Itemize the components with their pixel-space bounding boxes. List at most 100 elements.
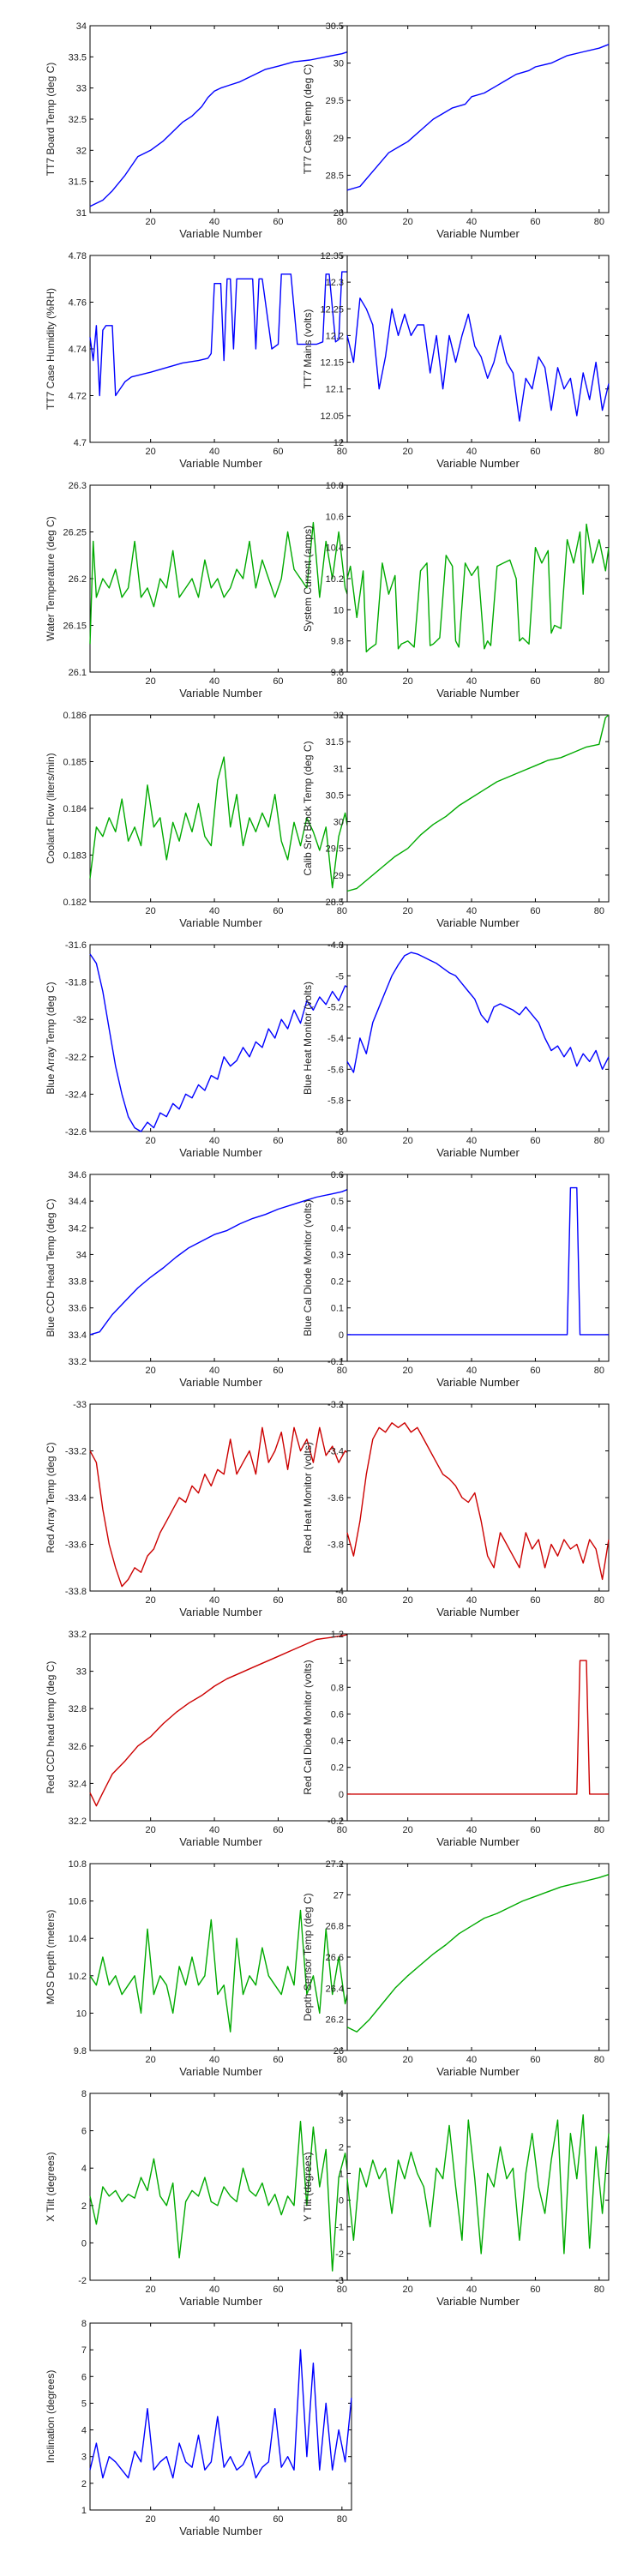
x-tick-label: 80 (594, 1366, 604, 1376)
x-tick-label: 60 (273, 906, 283, 916)
plot-frame (89, 1863, 352, 2051)
plot-frame (89, 714, 352, 903)
y-tick-label: 0.6 (331, 1170, 344, 1180)
x-tick-label: 20 (146, 906, 156, 916)
y-tick-label: 4 (81, 2164, 87, 2174)
subplot-3: 4.7 4.72 4.74 4.76 4.78 20 40 60 80 Variable Numb… (45, 251, 352, 470)
series-line (89, 50, 352, 207)
y-tick-label: 31.5 (69, 177, 87, 188)
y-tick-label: -0.1 (328, 1357, 344, 1367)
y-tick-label: 0.5 (331, 1197, 344, 1207)
x-tick-label: 80 (337, 447, 347, 457)
y-tick-label: 5 (81, 2399, 87, 2409)
y-tick-label: -32 (73, 1015, 87, 1025)
x-tick-label: 40 (209, 2055, 219, 2065)
y-tick-label: 26.6 (326, 1953, 344, 1963)
y-tick-label: 4.74 (69, 345, 87, 355)
subplot-8: 28.5 29 29.5 30 30.5 31 31.5 32 20 40 60 80 Variable… (302, 711, 610, 929)
y-tick-label: 34 (76, 1250, 87, 1260)
y-tick-label: 0 (81, 2238, 87, 2249)
y-tick-label: 10 (76, 2009, 87, 2019)
series-line (89, 1426, 352, 1588)
y-tick-label: 10.8 (69, 1859, 87, 1870)
x-tick-label: 20 (146, 676, 156, 687)
y-tick-label: 12.05 (320, 411, 344, 422)
y-tick-label: 28.5 (326, 898, 344, 908)
y-tick-label: 30.5 (326, 790, 344, 801)
y-axis-label: System Current (amps) (302, 525, 314, 632)
series-line (89, 1633, 352, 1807)
x-tick-label: 40 (209, 447, 219, 457)
x-tick-label: 40 (466, 906, 477, 916)
y-tick-label: -31.8 (65, 978, 87, 988)
y-tick-label: 8 (81, 2089, 87, 2099)
plot-frame (89, 2322, 352, 2511)
x-tick-label: 60 (530, 1136, 540, 1146)
plot-frame (89, 944, 352, 1132)
plot-frame (346, 1403, 610, 1592)
y-tick-label: 4.76 (69, 298, 87, 309)
x-tick-label: 40 (209, 1825, 219, 1835)
x-tick-label: 20 (403, 1366, 413, 1376)
y-axis-label: Water Temperature (deg C) (45, 516, 57, 640)
x-axis-label: Variable Number (179, 1835, 262, 1848)
x-tick-label: 80 (594, 1136, 604, 1146)
y-axis-label: Blue Heat Monitor (volts) (302, 982, 314, 1095)
y-tick-label: 26.2 (326, 2015, 344, 2026)
y-tick-label: 26 (334, 2046, 344, 2057)
y-tick-label: 32.2 (69, 1816, 87, 1827)
y-tick-label: -33.8 (65, 1587, 87, 1597)
y-tick-label: 0.186 (63, 711, 87, 721)
x-tick-label: 80 (337, 1825, 347, 1835)
plot-frame (346, 714, 610, 903)
plot-frame (89, 1403, 352, 1592)
y-tick-label: 12 (334, 438, 344, 448)
y-tick-label: 12.3 (326, 278, 344, 288)
y-tick-label: 12.15 (320, 358, 344, 369)
y-tick-label: 12.1 (326, 385, 344, 395)
y-tick-label: 33 (76, 1667, 87, 1678)
series-line (347, 1660, 609, 1795)
x-tick-label: 80 (594, 2285, 604, 2295)
y-tick-label: 1 (339, 2169, 344, 2179)
subplot-10: -6 -5.8 -5.6 -5.4 -5.2 -5 -4.8 20 40 60 80 Variable… (302, 940, 610, 1159)
y-tick-label: 6 (81, 2127, 87, 2137)
y-axis-label: Blue Cal Diode Monitor (volts) (302, 1199, 314, 1336)
x-tick-label: 40 (466, 1366, 477, 1376)
y-tick-label: 0.184 (63, 804, 87, 814)
y-tick-label: 12.2 (326, 331, 344, 341)
x-axis-label: Variable Number (436, 457, 520, 470)
subplot-15: 32.2 32.4 32.6 32.8 33 33.2 20 40 60 80 Variable N… (45, 1630, 352, 1848)
y-tick-label: 0.1 (331, 1304, 344, 1314)
x-tick-label: 60 (273, 1366, 283, 1376)
y-tick-label: 30 (334, 818, 344, 828)
y-axis-label: TT7 Case Humidity (%RH) (45, 288, 57, 410)
y-tick-label: 26.4 (326, 1984, 344, 1994)
subplot-5: 26.1 26.15 26.2 26.25 26.3 20 40 60 80 Variable N… (45, 481, 352, 700)
y-tick-label: 29.5 (326, 96, 344, 106)
x-tick-label: 20 (146, 217, 156, 227)
y-tick-label: 3 (339, 2116, 344, 2126)
y-tick-label: 0.4 (331, 1223, 344, 1234)
x-tick-label: 20 (146, 2514, 156, 2525)
x-tick-label: 80 (337, 2285, 347, 2295)
y-tick-label: 0.183 (63, 851, 87, 862)
y-tick-label: 0.2 (331, 1763, 344, 1774)
x-tick-label: 20 (403, 2055, 413, 2065)
x-tick-label: 60 (273, 1825, 283, 1835)
y-tick-label: -33.6 (65, 1540, 87, 1551)
y-tick-label: 31.5 (326, 737, 344, 748)
y-tick-label: 0.8 (331, 1683, 344, 1693)
y-tick-label: 8 (81, 2319, 87, 2329)
y-tick-label: -33.2 (65, 1447, 87, 1457)
y-tick-label: 26.15 (63, 621, 87, 632)
x-tick-label: 60 (273, 2285, 283, 2295)
y-tick-label: 0 (339, 1790, 344, 1800)
y-tick-label: 4.7 (74, 438, 87, 448)
y-tick-label: -2 (78, 2276, 87, 2286)
subplot-6: 9.6 9.8 10 10.2 10.4 10.6 10.8 20 40 60 80 Variable… (302, 481, 610, 700)
subplot-7: 0.182 0.183 0.184 0.185 0.186 20 40 60 80 Variabl… (45, 711, 352, 929)
y-tick-label: 0.6 (331, 1709, 344, 1720)
y-tick-label: 33 (76, 84, 87, 94)
